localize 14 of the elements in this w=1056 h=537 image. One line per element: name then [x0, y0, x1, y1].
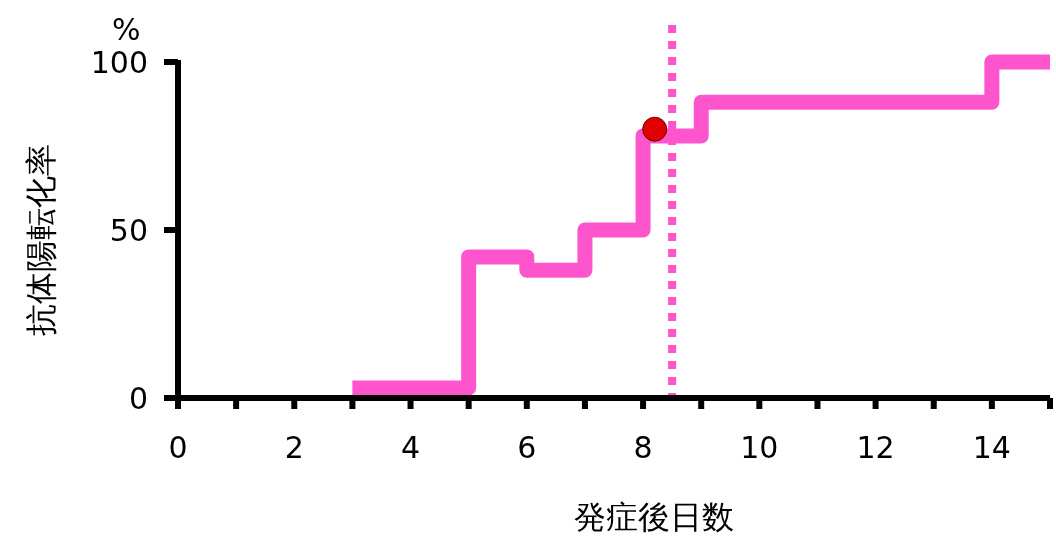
y-tick-label: 0 — [128, 381, 148, 416]
text: % — [112, 12, 141, 47]
y-axis-title: 抗体陽転化率 — [22, 144, 60, 336]
x-tick-label: 8 — [633, 430, 653, 465]
x-tick-label: 2 — [284, 430, 304, 465]
x-tick-label: 4 — [400, 430, 421, 465]
x-tick-label: 10 — [740, 430, 779, 465]
y-tick-label: 100 — [90, 45, 148, 80]
x-tick-label: 14 — [972, 430, 1011, 465]
x-tick-label: 12 — [856, 430, 895, 465]
x-tick-label: 0 — [168, 430, 188, 465]
x-axis-title: 発症後日数 — [574, 498, 734, 536]
x-tick-label: 6 — [517, 430, 537, 465]
y-tick-label: 50 — [109, 213, 148, 248]
